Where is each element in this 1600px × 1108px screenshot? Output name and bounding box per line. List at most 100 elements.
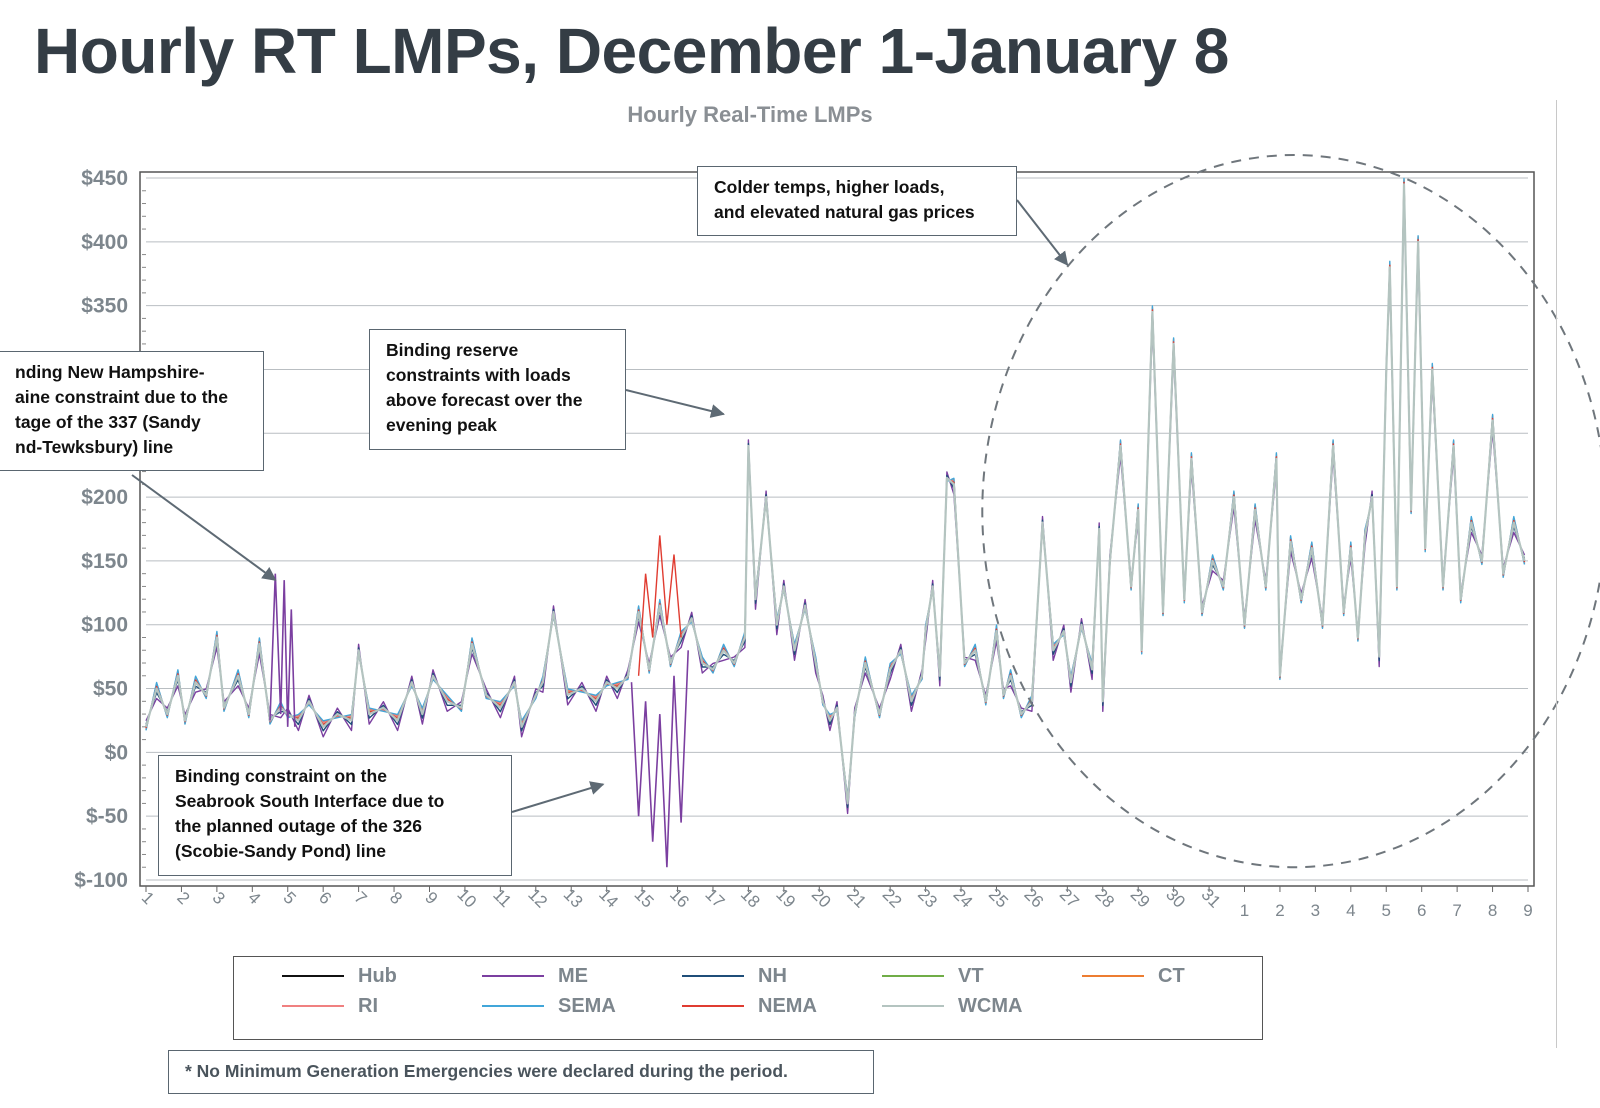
page-title: Hourly RT LMPs, December 1-January 8 xyxy=(34,15,1229,87)
y-tick-label: $200 xyxy=(81,486,128,509)
x-tick-label: 6 xyxy=(1417,901,1426,920)
x-tick-label: 2 xyxy=(173,888,193,908)
legend-label: RI xyxy=(358,994,378,1017)
legend-label: ME xyxy=(558,964,588,987)
legend-swatch xyxy=(882,1005,944,1007)
legend-swatch xyxy=(682,1005,744,1007)
arrow-reserve xyxy=(625,389,725,418)
legend-swatch xyxy=(482,1005,544,1007)
y-tick-label: $-100 xyxy=(74,869,128,892)
annotation-line: aine constraint due to the xyxy=(15,387,228,407)
x-tick-label: 29 xyxy=(1127,885,1154,912)
y-tick-label: $100 xyxy=(81,614,128,637)
x-tick-label: 1 xyxy=(138,888,158,908)
annotation-line: evening peak xyxy=(386,415,497,435)
legend-swatch xyxy=(1082,975,1144,977)
legend-label: VT xyxy=(958,964,984,987)
x-tick-label: 23 xyxy=(914,885,941,912)
annotation-seabrook: Binding constraint on the Seabrook South … xyxy=(158,755,512,876)
x-tick-label: 7 xyxy=(1452,901,1461,920)
x-tick-label: 5 xyxy=(280,888,300,908)
x-tick-label: 20 xyxy=(808,885,835,912)
legend-label: CT xyxy=(1158,964,1185,987)
x-tick-label: 8 xyxy=(1488,901,1497,920)
x-tick-label: 14 xyxy=(595,885,622,912)
legend-swatch xyxy=(482,975,544,977)
x-tick-label: 1 xyxy=(1240,901,1249,920)
x-tick-label: 4 xyxy=(244,888,264,908)
annotation-arrows xyxy=(131,199,1069,813)
annotation-line: Colder temps, higher loads, xyxy=(714,177,945,197)
footnote: * No Minimum Generation Emergencies were… xyxy=(168,1050,874,1094)
y-tick-label: $150 xyxy=(81,550,128,573)
x-tick-label: 16 xyxy=(666,885,693,912)
annotation-line: Binding reserve xyxy=(386,340,519,360)
annotation-line: the planned outage of the 326 xyxy=(175,816,422,836)
legend-swatch xyxy=(282,975,344,977)
highlight-ellipse xyxy=(981,154,1600,869)
x-tick-label: 3 xyxy=(1311,901,1320,920)
x-tick-label: 4 xyxy=(1346,901,1355,920)
annotation-line: nding New Hampshire- xyxy=(15,362,205,382)
x-tick-label: 8 xyxy=(386,888,406,908)
legend-item-nema: NEMA xyxy=(682,993,817,1019)
legend-label: Hub xyxy=(358,964,397,987)
x-tick-label: 24 xyxy=(950,885,977,912)
y-tick-label: $-50 xyxy=(86,805,128,828)
legend-item-vt: VT xyxy=(882,963,984,989)
annotation-line: Binding constraint on the xyxy=(175,766,387,786)
legend-label: WCMA xyxy=(958,994,1023,1017)
legend-swatch xyxy=(282,1005,344,1007)
annotation-line: (Scobie-Sandy Pond) line xyxy=(175,841,386,861)
annotation-line: Seabrook South Interface due to xyxy=(175,791,445,811)
x-tick-label: 15 xyxy=(631,885,658,912)
legend-label: SEMA xyxy=(558,994,616,1017)
annotation-line: constraints with loads xyxy=(386,365,571,385)
slide-frame-line xyxy=(1556,100,1557,1048)
series-nema-spike xyxy=(637,535,682,676)
x-tick-label: 9 xyxy=(421,888,441,908)
annotation-line: tage of the 337 (Sandy xyxy=(15,412,201,432)
x-tick-label: 21 xyxy=(843,885,870,912)
x-tick-label: 9 xyxy=(1523,901,1532,920)
x-tick-label: 12 xyxy=(524,885,551,912)
legend-swatch xyxy=(882,975,944,977)
series-wcma xyxy=(144,183,1526,805)
y-tick-label: $50 xyxy=(93,678,128,701)
x-tick-label: 19 xyxy=(772,885,799,912)
x-tick-label: 27 xyxy=(1056,885,1083,912)
highlight-region xyxy=(981,154,1600,869)
x-tick-label: 11 xyxy=(489,885,515,911)
arrow-nh-maine xyxy=(131,474,277,581)
x-axis: 1 2 3 4 5 6 7 8 9 10 11 12 13 14 15 16 17 18 19 20 21 22 23 24 2… xyxy=(138,885,1533,920)
annotation-line: and elevated natural gas prices xyxy=(714,202,975,222)
x-tick-label: 18 xyxy=(737,885,764,912)
y-tick-label: $400 xyxy=(81,231,128,254)
annotation-colder-temps: Colder temps, higher loads, and elevated … xyxy=(697,166,1017,236)
annotation-reserve: Binding reserve constraints with loads abo… xyxy=(369,329,626,450)
annotation-line: nd-Tewksbury) line xyxy=(15,437,174,457)
x-tick-label: 10 xyxy=(453,885,480,912)
legend-label: NH xyxy=(758,964,787,987)
legend: Hub ME NH VT CT RI SEMA NEMA WCMA xyxy=(233,956,1263,1040)
x-tick-label: 31 xyxy=(1198,885,1225,912)
legend-item-nh: NH xyxy=(682,963,787,989)
y-tick-label: $350 xyxy=(81,295,128,318)
x-tick-label: 6 xyxy=(315,888,335,908)
y-axis: $450$400$350$300$250$200$150$100$50$0$-5… xyxy=(74,167,146,892)
legend-item-me: ME xyxy=(482,963,588,989)
legend-item-wcma: WCMA xyxy=(882,993,1022,1019)
arrow-seabrook xyxy=(511,781,605,813)
annotation-line: above forecast over the xyxy=(386,390,583,410)
x-tick-label: 3 xyxy=(209,888,229,908)
legend-item-hub: Hub xyxy=(282,963,397,989)
x-tick-label: 17 xyxy=(701,885,728,912)
x-tick-label: 25 xyxy=(985,885,1012,912)
legend-item-sema: SEMA xyxy=(482,993,616,1019)
arrow-colder xyxy=(1016,199,1069,266)
y-tick-label: $0 xyxy=(105,741,128,764)
series-me-dips xyxy=(630,650,689,868)
x-tick-label: 30 xyxy=(1162,885,1189,912)
x-tick-label: 26 xyxy=(1020,885,1047,912)
